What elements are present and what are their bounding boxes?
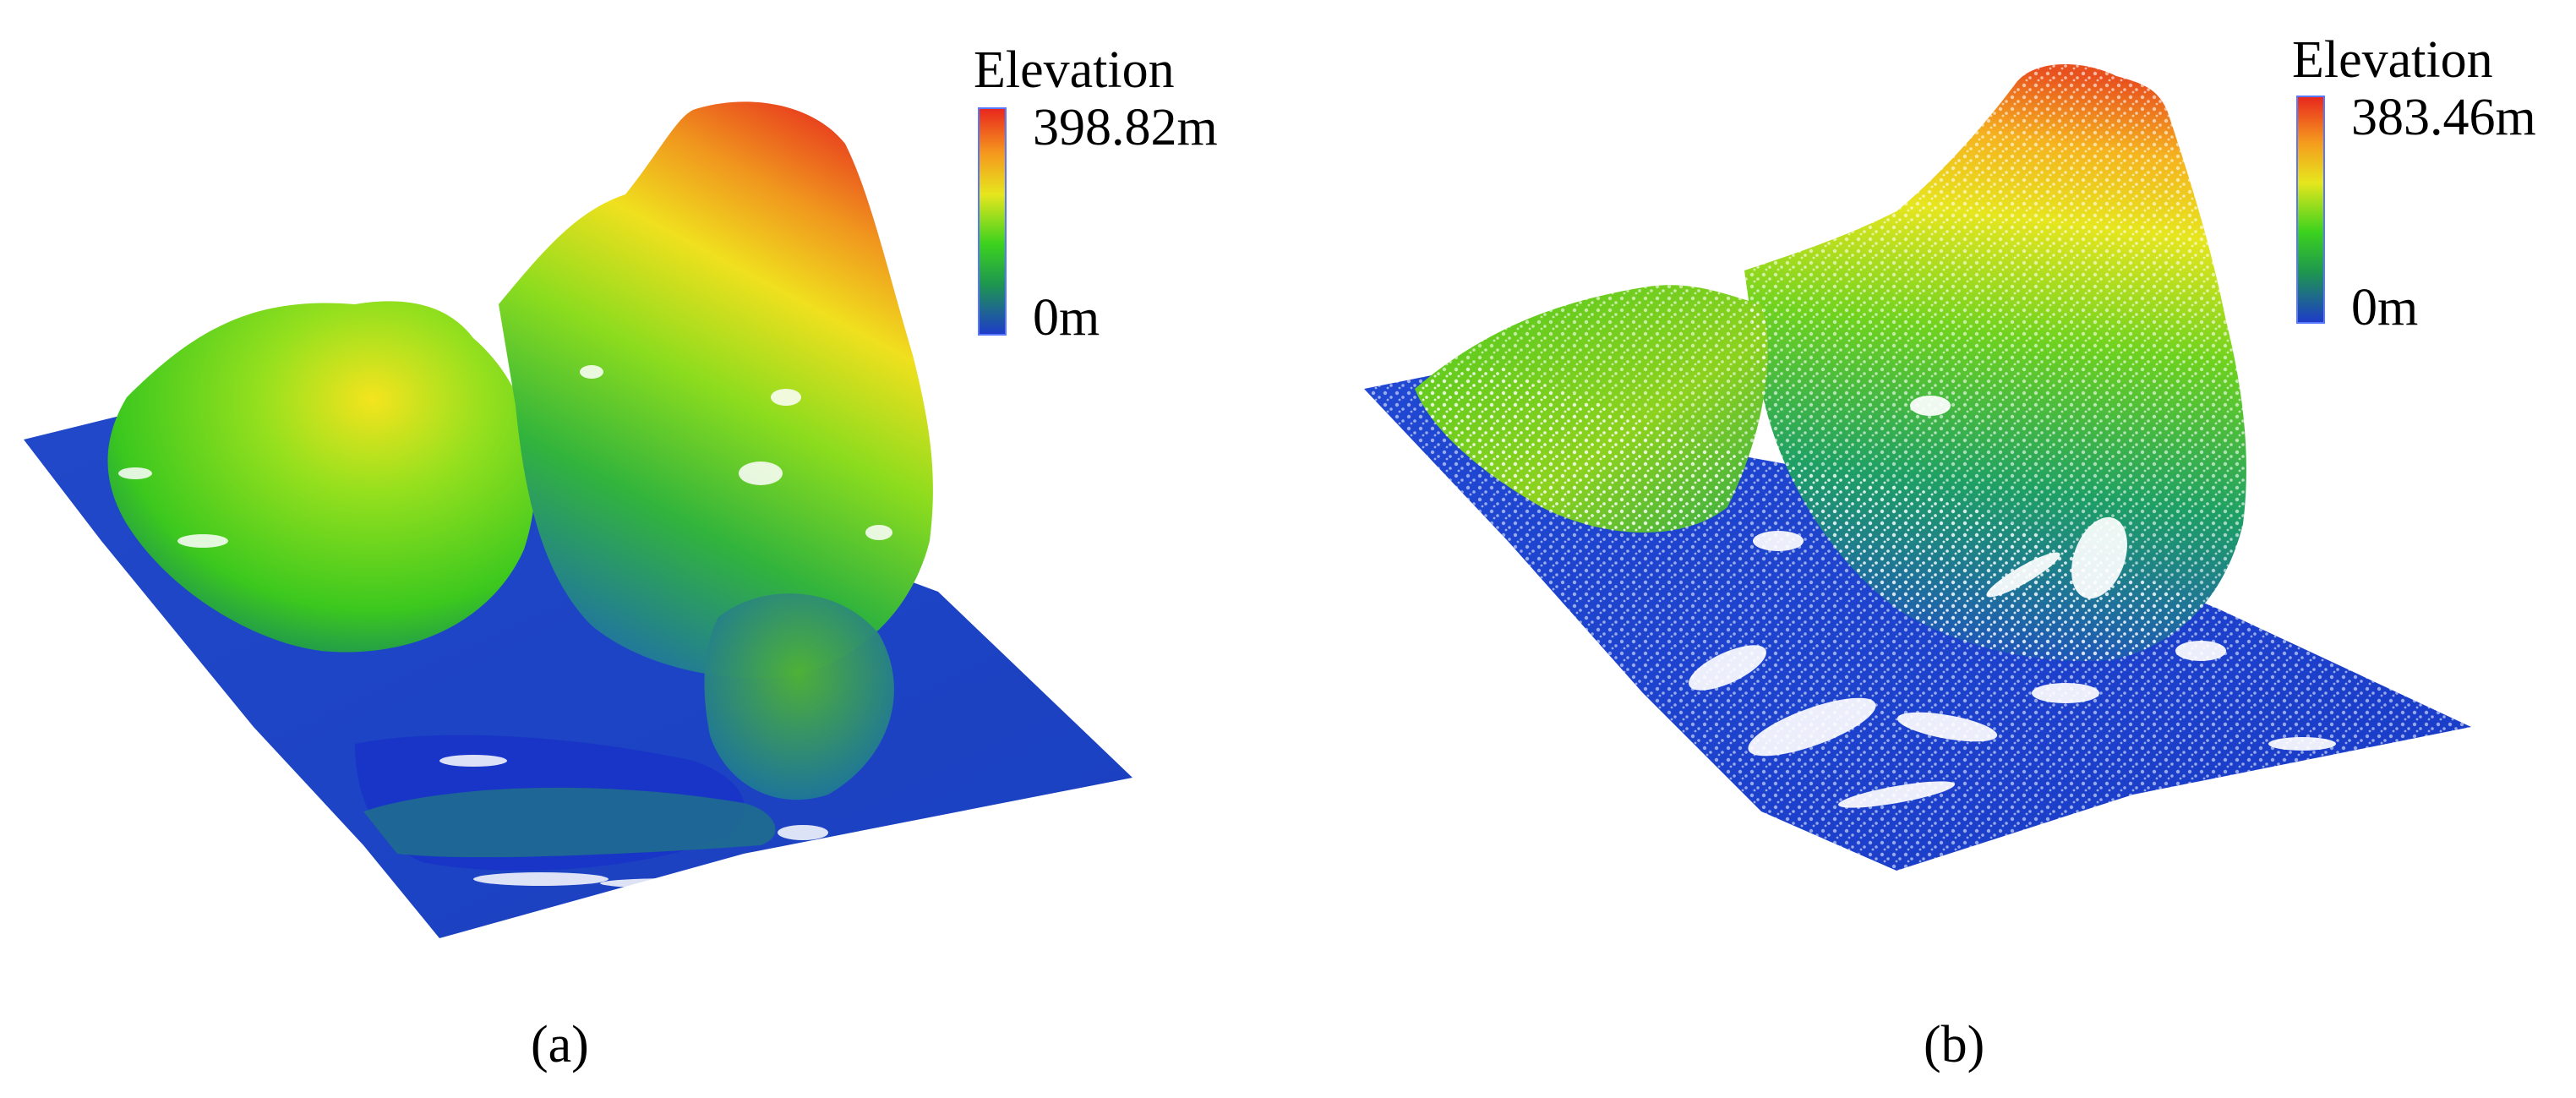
panel-b: Elevation 383.46m 0m (b) [1288,0,2576,1098]
legend-min-label: 0m [2351,279,2419,336]
legend-colorbar [2296,96,2325,324]
legend-max-label: 383.46m [2351,89,2536,146]
panel-caption: (b) [1924,1016,1985,1073]
legend-min-label: 0m [1033,289,1100,347]
legend-max-label: 398.82m [1033,99,1218,156]
point-cloud-dem [1364,64,2471,871]
right-mountain [499,101,933,679]
data-gaps [118,365,996,888]
left-hill [107,301,536,653]
legend-title: Elevation [2292,31,2493,89]
panel-caption: (a) [531,1016,589,1073]
legend-title: Elevation [974,41,1175,99]
legend-colorbar [978,107,1007,336]
point-cloud-dsm [24,101,1132,938]
data-gaps [1689,396,2336,808]
treeline [363,787,776,858]
panel-a: Elevation 398.82m 0m (a) [24,41,1218,1073]
tree-cluster [704,593,894,800]
